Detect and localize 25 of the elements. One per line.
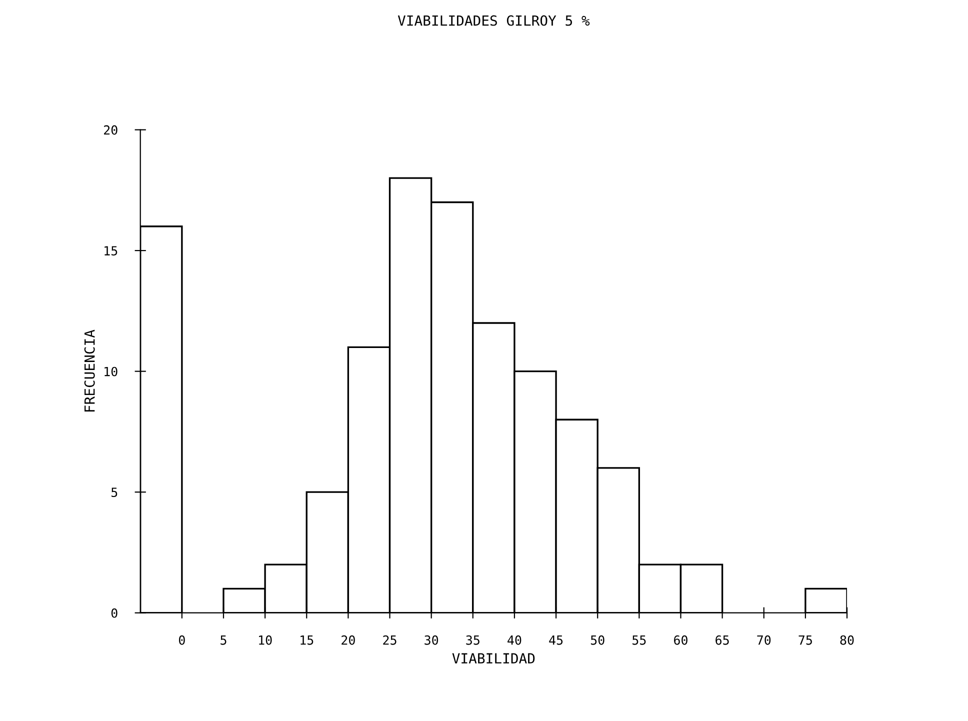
chart-title: VIABILIDADES GILROY 5 % <box>398 15 590 26</box>
x-tick-label: 60 <box>674 635 688 645</box>
x-tick-label: 5 <box>220 636 226 645</box>
x-tick-label: 55 <box>632 636 646 645</box>
y-tick-label: 20 <box>104 125 118 135</box>
x-tick-label: 40 <box>508 635 522 645</box>
y-tick-label: 15 <box>104 246 118 256</box>
x-axis-title: VIABILIDAD <box>452 653 535 664</box>
x-tick-label: 30 <box>424 635 438 645</box>
x-tick-label: 10 <box>259 635 272 645</box>
x-tick-label: 80 <box>840 635 854 645</box>
x-tick-label: 45 <box>549 636 563 645</box>
x-tick-label: 65 <box>716 635 729 645</box>
y-tick-label: 0 <box>111 608 118 618</box>
x-tick-label: 20 <box>342 635 355 645</box>
x-tick-label: 75 <box>798 636 812 645</box>
x-tick-label: 25 <box>383 635 396 645</box>
y-axis-title: FRECUENCIA <box>84 330 95 412</box>
y-tick-label: 5 <box>111 488 118 498</box>
x-tick-label: 70 <box>757 635 771 645</box>
x-tick-label: 15 <box>300 636 314 645</box>
y-tick-label: 10 <box>104 366 118 376</box>
x-tick-label: 0 <box>178 635 185 645</box>
x-tick-label: 35 <box>466 635 480 645</box>
x-tick-label: 50 <box>590 635 604 645</box>
